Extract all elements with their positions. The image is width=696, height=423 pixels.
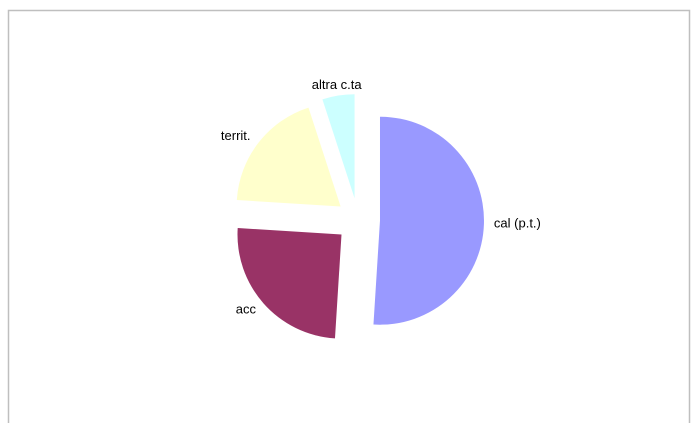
pie-slice	[322, 94, 355, 199]
pie-slice	[236, 107, 341, 207]
chart-frame	[7, 9, 691, 423]
pie-slice	[373, 116, 484, 325]
pie-slice	[237, 228, 342, 339]
slice-label: territ.	[221, 128, 251, 143]
slice-label: altra c.ta	[312, 77, 363, 92]
slice-label: acc	[236, 301, 257, 316]
slice-label: cal (p.t.)	[494, 216, 541, 231]
